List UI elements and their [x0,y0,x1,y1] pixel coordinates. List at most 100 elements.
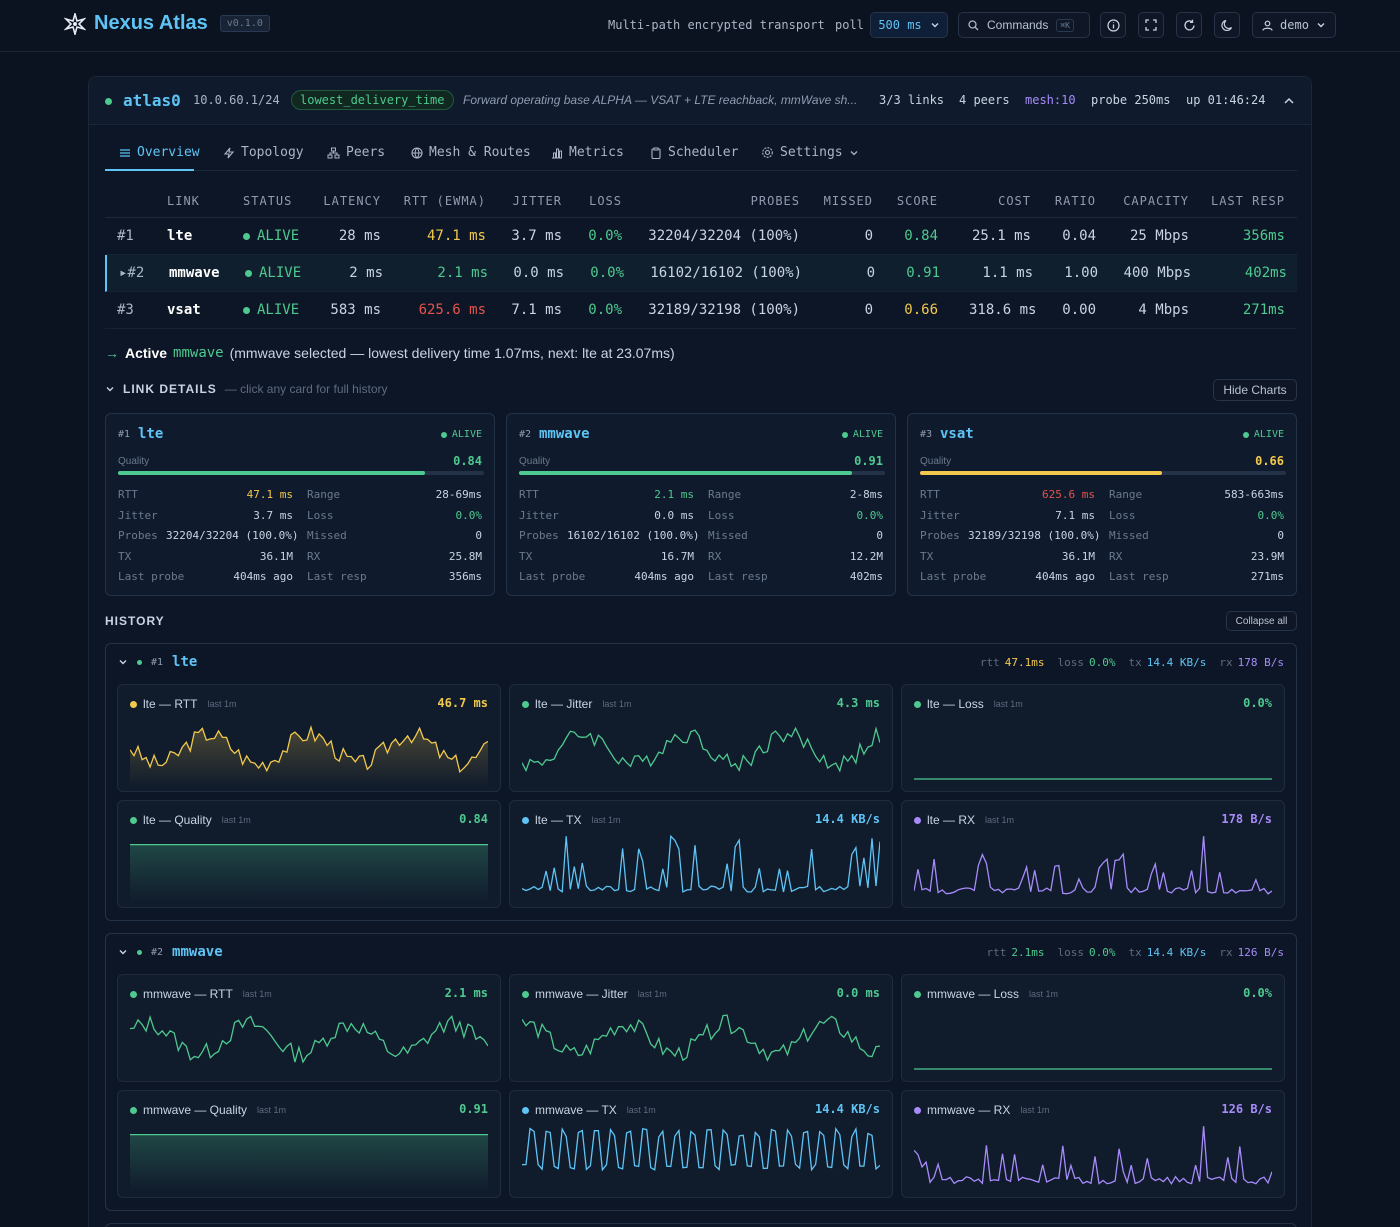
chart-title: mmwave — Loss last 1m [914,987,1058,1001]
missed-value: 0 [1277,529,1284,542]
tab-scheduler[interactable]: Scheduler [650,145,738,160]
history-chart[interactable]: lte — Jitter last 1m 4.3 ms [509,684,893,792]
col-missed: MISSED [823,194,873,208]
brand[interactable]: Nexus Atlas v0.1.0 [64,12,270,35]
last-probe-value: 404ms ago [1035,570,1095,583]
missed-label: Missed [307,529,347,542]
jitter-value: 0.0 ms [654,508,694,522]
loss-value: 0.0% [1257,508,1285,522]
history-section-mmwave: #2 mmwave rtt 2.1ms loss 0.0% tx 14.4 KB/s rx 126… [105,933,1297,1211]
history-chart[interactable]: mmwave — TX last 1m 14.4 KB/s [509,1090,893,1198]
status-dot [243,233,250,240]
link-card-mmwave[interactable]: #2 mmwave ALIVE Quality 0.91 RTT 2.1 ms Range 2-… [506,413,896,596]
loss-value: 0.0% [588,228,622,244]
rtt-label: RTT [519,488,539,501]
poll-select[interactable]: 500 ms [870,12,948,38]
loss-value: 0.0% [588,302,622,318]
info-button[interactable] [1100,12,1126,38]
chart-value: 0.84 [459,812,488,826]
peers-count: 4 peers [959,93,1010,107]
link-card-lte[interactable]: #1 lte ALIVE Quality 0.84 RTT 47.1 ms Range 28-6… [105,413,495,596]
cost-value: 318.6 ms [969,302,1037,318]
hide-charts-button[interactable]: Hide Charts [1213,379,1297,401]
link-details-header[interactable]: LINK DETAILS — click any card for full h… [105,382,388,396]
summary-tx-label: tx [1128,946,1142,959]
rx-label: RX [708,549,722,563]
series-dot [130,816,137,824]
interface-address: 10.0.60.1/24 [193,93,280,107]
history-section-header[interactable]: #1 lte [118,654,197,670]
sparkline-chart [522,1014,880,1062]
col-status: STATUS [243,194,293,208]
tab-mesh-routes[interactable]: Mesh & Routes [411,145,531,160]
link-card-vsat[interactable]: #3 vsat ALIVE Quality 0.66 RTT 625.6 ms Range 58… [907,413,1297,596]
interface-panel: atlas0 10.0.60.1/24 lowest_delivery_time… [88,76,1312,1227]
network-icon [327,147,340,159]
chart-title: mmwave — TX last 1m [522,1103,656,1117]
history-chart[interactable]: mmwave — Jitter last 1m 0.0 ms [509,974,893,1082]
history-chart[interactable]: lte — RTT last 1m 46.7 ms [117,684,501,792]
card-status: ALIVE [1253,429,1284,440]
probes-value: 16102/16102 (100%) [650,265,802,281]
gear-icon [761,146,774,159]
refresh-button[interactable] [1176,12,1202,38]
link-name: mmwave [169,265,220,281]
rtt-value: 625.6 ms [418,302,486,318]
history-chart[interactable]: mmwave — RTT last 1m 2.1 ms [117,974,501,1082]
history-chart[interactable]: lte — RX last 1m 178 B/s [901,800,1285,908]
loss-value: 0.0% [455,508,483,522]
series-dot [522,700,529,708]
tab-topology[interactable]: Topology [223,145,304,160]
tab-metrics[interactable]: Metrics [551,145,624,160]
sparkline-line [522,1126,880,1172]
history-chart[interactable]: mmwave — RX last 1m 126 B/s [901,1090,1285,1198]
link-status: ALIVE [257,228,300,244]
last-resp-label: Last resp [307,570,367,583]
series-dot [914,1106,921,1114]
chart-value: 14.4 KB/s [814,1102,880,1116]
section-summary: rtt 47.1ms loss 0.0% tx 14.4 KB/s rx 178 B/s [980,656,1284,669]
user-menu[interactable]: demo [1252,12,1336,38]
rx-value: 25.8M [448,549,482,563]
chevron-up-icon[interactable] [1283,95,1295,107]
chart-title-text: lte — RTT [143,697,198,711]
col-last-resp: LAST RESP [1210,194,1285,208]
summary-rx: 178 B/s [1237,656,1284,669]
history-chart[interactable]: lte — TX last 1m 14.4 KB/s [509,800,893,908]
history-section-header[interactable]: #2 mmwave [118,944,223,960]
commands-button[interactable]: Commands ⌘K [958,12,1090,38]
history-chart[interactable]: lte — Quality last 1m 0.84 [117,800,501,908]
summary-loss: 0.0% [1089,656,1116,669]
chart-value: 0.0 ms [836,986,880,1000]
poll-label: poll [835,18,864,32]
summary-rtt: 2.1ms [1011,946,1045,959]
history-chart[interactable]: lte — Loss last 1m 0.0% [901,684,1285,792]
policy-badge: lowest_delivery_time [291,90,454,110]
latency-value: 2 ms [349,265,383,281]
interface-header[interactable]: atlas0 10.0.60.1/24 lowest_delivery_time… [89,77,1311,125]
collapse-all-button[interactable]: Collapse all [1226,611,1297,631]
chart-title: lte — RX last 1m [914,813,1014,827]
summary-rx: 126 B/s [1237,946,1284,959]
history-chart[interactable]: mmwave — Loss last 1m 0.0% [901,974,1285,1082]
chart-window: last 1m [637,989,667,999]
tab-overview[interactable]: Overview [119,145,200,160]
table-row[interactable]: ▸#2 mmwave ALIVE 2 ms 2.1 ms 0.0 ms 0.0% 16102/… [105,255,1297,292]
tab-settings[interactable]: Settings [761,145,859,160]
history-title: HISTORY [105,614,165,628]
status-dot [245,270,252,277]
chevron-down-icon [930,20,940,30]
table-row[interactable]: #3 vsat ALIVE 583 ms 625.6 ms 7.1 ms 0.0% 32189… [105,292,1297,329]
history-chart[interactable]: mmwave — Quality last 1m 0.91 [117,1090,501,1198]
sparkline-area [130,1134,488,1193]
last-resp-value: 271ms [1242,302,1285,318]
sparkline-line [130,1014,488,1064]
tab-peers[interactable]: Peers [327,145,385,160]
loss-label: Loss [708,508,735,522]
sparkline-chart [914,836,1272,895]
theme-toggle[interactable] [1214,12,1240,38]
fullscreen-button[interactable] [1138,12,1164,38]
top-bar: Nexus Atlas v0.1.0 Multi-path encrypted … [0,0,1400,52]
table-row[interactable]: #1 lte ALIVE 28 ms 47.1 ms 3.7 ms 0.0% 32204/32… [105,218,1297,255]
sparkline-chart [130,1133,488,1193]
